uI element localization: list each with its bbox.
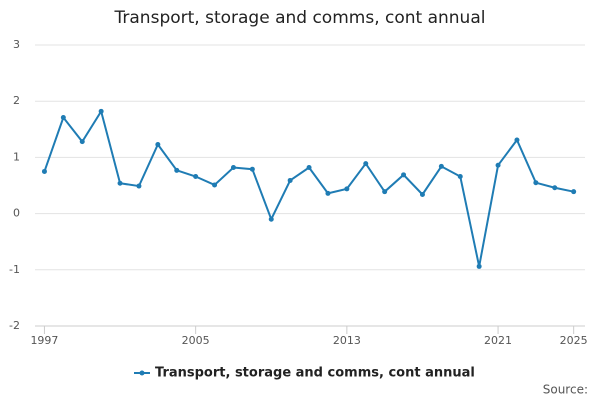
x-tick-label: 2013 (333, 334, 361, 347)
point (174, 167, 180, 173)
point (212, 182, 218, 188)
legend-swatch (139, 370, 145, 376)
point (117, 180, 123, 186)
point (438, 163, 444, 169)
point (136, 183, 142, 189)
point (249, 166, 255, 172)
x-tick-label: 2021 (484, 334, 512, 347)
point (457, 174, 463, 180)
point (325, 190, 331, 196)
y-tick-label: -1 (9, 263, 20, 276)
point (155, 141, 161, 147)
point (382, 189, 388, 195)
point (419, 191, 425, 197)
point (363, 161, 369, 167)
point (98, 108, 104, 114)
point (344, 186, 350, 192)
chart-title: Transport, storage and comms, cont annua… (114, 8, 486, 28)
y-tick-label: 2 (13, 94, 20, 107)
point (401, 172, 407, 178)
x-tick-label: 2025 (560, 334, 588, 347)
y-tick-label: -2 (9, 319, 20, 332)
point (552, 185, 558, 191)
line (43, 108, 574, 267)
source: Source: (543, 383, 588, 397)
legend-label: Transport, storage and comms, cont annua… (155, 366, 475, 381)
point (495, 162, 501, 168)
point (41, 168, 47, 174)
point (514, 137, 520, 143)
point (79, 139, 85, 145)
y-tick-label: 0 (13, 207, 20, 220)
point (571, 189, 577, 195)
point (230, 165, 236, 171)
point (533, 180, 539, 186)
point (60, 114, 66, 120)
point (306, 165, 312, 171)
x-tick-label: 1997 (30, 334, 58, 347)
point (268, 216, 274, 222)
x-tick-label: 2005 (182, 334, 210, 347)
y-tick-label: 3 (13, 38, 20, 51)
point (287, 177, 293, 183)
point (193, 174, 199, 180)
point (476, 263, 482, 269)
y-tick-label: 1 (13, 150, 20, 163)
